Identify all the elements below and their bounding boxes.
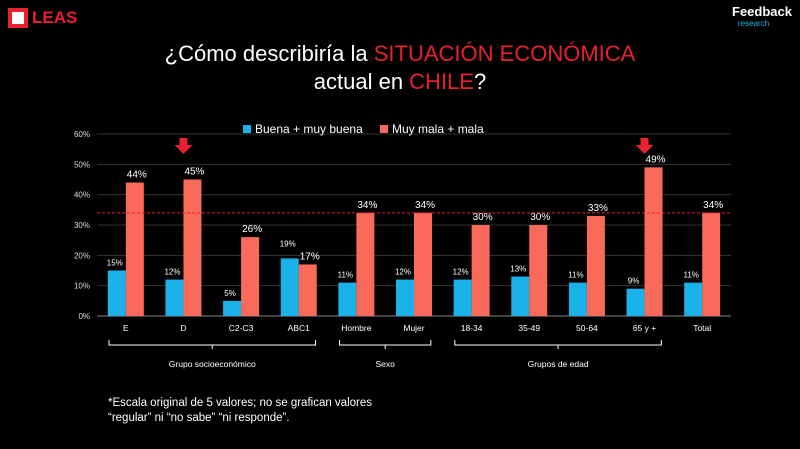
bar-buena [338, 282, 357, 316]
data-label: 49% [646, 154, 666, 165]
title-highlight: SITUACIÓN ECONÓMICA [373, 41, 636, 66]
x-tick-label: 35-49 [518, 323, 540, 333]
data-label: 15% [107, 259, 123, 268]
title-highlight: CHILE [409, 69, 474, 94]
data-label: 34% [357, 200, 377, 211]
bar-muy-mala [471, 225, 490, 316]
data-label: 26% [242, 224, 262, 235]
y-tick-label: 30% [74, 221, 90, 230]
bar-muy-mala [298, 264, 317, 316]
y-tick-label: 50% [74, 160, 90, 169]
legend-label: Buena + muy buena [255, 122, 363, 136]
bar-muy-mala [644, 167, 663, 316]
x-tick-label: 50-64 [576, 323, 598, 333]
bar-buena [684, 282, 703, 316]
data-label: 30% [530, 212, 550, 223]
legend-label: Muy mala + mala [392, 122, 484, 136]
feedback-logo-text: Feedback [732, 4, 792, 19]
bar-buena [568, 282, 587, 316]
title-text: ? [473, 69, 487, 94]
bar-buena [626, 288, 645, 316]
leas-logo: LEAS [8, 8, 77, 28]
data-label: 12% [395, 268, 411, 277]
data-label: 44% [127, 170, 147, 181]
checkbox-logo-icon [8, 8, 28, 28]
bar-buena [453, 279, 472, 316]
data-label: 11% [683, 271, 698, 280]
leas-logo-text: LEAS [32, 8, 78, 27]
bar-muy-mala [529, 225, 548, 316]
data-label: 30% [473, 212, 493, 223]
bar-buena [223, 300, 242, 316]
footnote-line: *Escala original de 5 valores; no se gra… [108, 397, 373, 409]
group-label: Sexo [375, 359, 395, 369]
y-tick-label: 0% [78, 312, 90, 321]
data-label: 11% [568, 271, 583, 280]
title-text: actual en [313, 69, 410, 94]
data-label: 45% [184, 167, 204, 178]
feedback-logo: Feedback research [732, 4, 792, 29]
group-bracket [108, 340, 317, 349]
data-label: 13% [510, 265, 526, 274]
data-label: 9% [628, 277, 640, 286]
data-label: 34% [703, 200, 723, 211]
group-label: Grupos de edad [528, 359, 589, 369]
bar-muy-mala [414, 212, 432, 316]
y-tick-label: 20% [74, 251, 90, 260]
bar-buena [280, 258, 299, 316]
y-tick-label: 40% [74, 191, 90, 200]
bar-buena [107, 270, 126, 316]
data-label: 33% [588, 203, 608, 214]
bar-buena [396, 279, 414, 316]
data-label: 34% [415, 200, 435, 211]
x-tick-label: D [180, 323, 186, 333]
x-tick-label: 18-34 [461, 323, 483, 333]
chart-title: ¿Cómo describiría la SITUACIÓN ECONÓMICA… [0, 40, 800, 96]
data-label: 19% [280, 239, 296, 248]
data-label: 17% [300, 251, 320, 262]
bar-buena [165, 279, 184, 316]
group-label: Grupo socioeconómico [169, 359, 256, 369]
x-tick-label: E [123, 323, 129, 333]
x-tick-label: Mujer [403, 323, 424, 333]
footnote: *Escala original de 5 valores; no se gra… [108, 396, 372, 426]
bar-muy-mala [356, 212, 375, 316]
x-tick-label: Hombre [341, 323, 372, 333]
bar-muy-mala [125, 182, 144, 316]
x-tick-label: C2-C3 [229, 323, 254, 333]
bar-muy-mala [702, 212, 721, 316]
arrow-down-icon [635, 138, 654, 154]
bar-muy-mala [241, 237, 260, 316]
data-label: 12% [453, 268, 469, 277]
legend-swatch [243, 125, 251, 133]
bar-muy-mala [183, 179, 202, 316]
arrow-down-icon [174, 138, 193, 154]
y-tick-label: 10% [74, 282, 90, 291]
x-tick-label: ABC1 [288, 323, 310, 333]
bar-buena [511, 276, 530, 316]
data-label: 5% [224, 289, 236, 298]
title-text: ¿Cómo describiría la [164, 41, 374, 66]
group-bracket [339, 340, 432, 349]
data-label: 12% [164, 268, 180, 277]
y-tick-label: 60% [74, 130, 90, 139]
bar-muy-mala [586, 215, 605, 316]
legend-swatch [380, 125, 388, 133]
x-tick-label: 65 y + [633, 323, 656, 333]
data-label: 11% [338, 271, 353, 280]
x-tick-label: Total [693, 323, 711, 333]
group-bracket [454, 340, 662, 349]
footnote-line: “regular” ni “no sabe” “ni responde”. [108, 412, 290, 424]
feedback-logo-sub: research [738, 19, 770, 28]
